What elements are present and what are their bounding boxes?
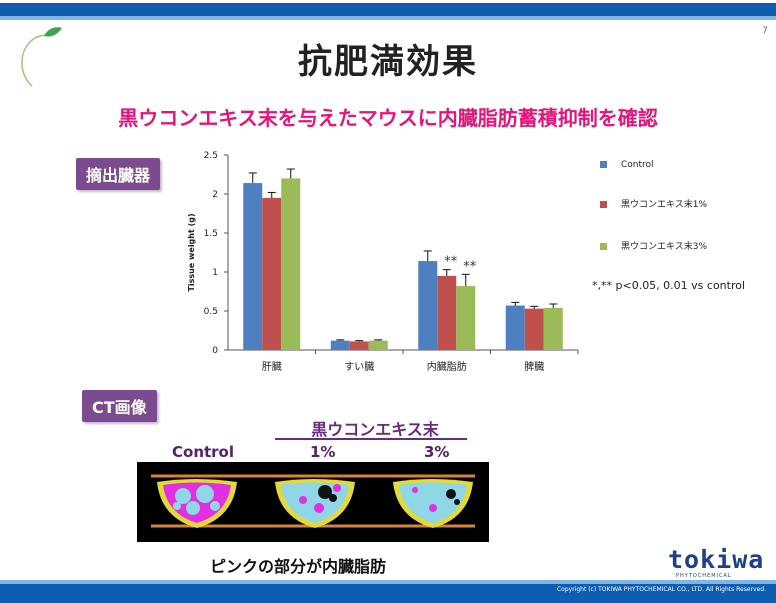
page-title: 抗肥満効果: [298, 42, 478, 82]
bar-1pct: [524, 308, 544, 350]
y-tick-label: 0: [212, 346, 218, 356]
x-tick-label: すい臓: [344, 361, 374, 373]
bar-control: [243, 183, 263, 350]
legend-swatch: [600, 243, 607, 250]
significance-marker: **: [444, 255, 458, 270]
significance-note-text: *,** p<0.05, 0.01 vs control: [592, 279, 746, 292]
y-tick-label: 2.5: [204, 151, 218, 161]
x-tick-label: 肝臓: [262, 361, 282, 373]
legend-item: 黒ウコンエキス末1%: [600, 197, 707, 210]
y-tick-label: 1: [212, 268, 218, 278]
bar-1pct: [262, 197, 282, 350]
legend-item: 黒ウコンエキス末3%: [600, 239, 707, 252]
legend-swatch: [600, 161, 607, 168]
ct-label-control: Control: [172, 443, 235, 461]
tokiwa-logo-subtitle: PHYTOCHEMICAL: [676, 573, 732, 579]
legend-label: 黒ウコンエキス末3%: [621, 242, 708, 252]
leaf-decoration: [21, 27, 62, 87]
legend-swatch: [600, 201, 607, 208]
organ-weight-chart: 0 0.5 1 1.5 2 2.5 Tissue weight (g) 肝臓 すい臓 内臓脂肪 脾臓…: [187, 151, 579, 373]
organ-section-tag: 摘出臓器: [76, 158, 161, 190]
page-number: 7: [762, 26, 768, 36]
bar-control: [330, 340, 350, 350]
legend-label: Control: [621, 160, 654, 170]
top-bar: [0, 0, 776, 20]
ct-label-1pct: 1%: [310, 443, 336, 461]
page-subtitle: 黒ウコンエキス末を与えたマウスに内臓脂肪蓄積抑制を確認: [118, 106, 658, 130]
ct-header-underline: [275, 438, 467, 440]
significance-note: *,** p<0.05, 0.01 vs control: [592, 279, 745, 292]
y-tick-label: 0.5: [204, 307, 218, 317]
tokiwa-logo: tokiwa: [668, 545, 765, 574]
significance-marker: **: [463, 259, 477, 274]
bar-control: [505, 305, 525, 350]
legend-label: 黒ウコンエキス末1%: [621, 200, 708, 210]
bar-3pct: [543, 307, 563, 350]
legend-item: Control: [600, 160, 654, 170]
bar-3pct: [281, 178, 301, 350]
ct-label-3pct: 3%: [424, 443, 450, 461]
x-tick-label: 脾臓: [524, 360, 544, 373]
copyright: Copyright (c) TOKIWA PHYTOCHEMICAL CO., …: [556, 586, 766, 593]
bar-3pct: [456, 286, 476, 350]
y-tick-label: 1.5: [204, 229, 218, 239]
bar-1pct: [437, 275, 457, 350]
bar-1pct: [349, 341, 369, 350]
y-tick-label: 2: [212, 190, 218, 200]
ct-scan-image: [137, 462, 489, 542]
ct-caption: ピンクの部分が内臓脂肪: [210, 557, 387, 576]
ct-section-tag: CT画像: [82, 390, 157, 422]
x-tick-label: 内臓脂肪: [427, 360, 467, 373]
y-axis-label: Tissue weight (g): [187, 213, 196, 291]
ct-group-header: 黒ウコンエキス末: [311, 420, 439, 439]
bar-3pct: [368, 340, 388, 350]
bar-control: [418, 261, 438, 350]
bottom-bar: [0, 580, 776, 603]
